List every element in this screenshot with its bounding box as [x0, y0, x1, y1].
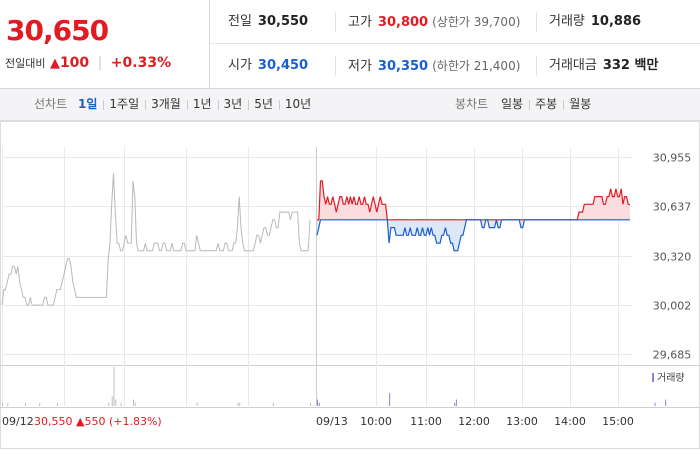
tab-1d[interactable]: 1일 [78, 97, 98, 111]
quote-header: 30,650 전일대비 ▲100 | +0.33% 전일 30,550 고가 30,… [0, 0, 700, 89]
stat-value: 332 백만 [602, 58, 659, 73]
volume-bars: 거래량 [2, 367, 685, 407]
candle-chart-tabs: 일봉 주봉 월봉 [495, 89, 597, 120]
change-row: 전일대비 ▲100 | +0.33% [5, 55, 171, 71]
change-label: 전일대비 [5, 57, 46, 70]
prev-day-info: 30,550 ▲550 (+1.83%) [34, 415, 162, 428]
stat-label: 고가 [348, 15, 372, 30]
stat-sub: (하한가 21,400) [432, 59, 521, 73]
stat-row: 전일 30,550 고가 30,800 (상한가 39,700) 거래량 10,886 [210, 0, 700, 44]
volume-bar [454, 402, 456, 407]
chart-grid [0, 121, 700, 449]
volume-bar [654, 402, 656, 407]
stat-volume: 거래량 10,886 [536, 12, 641, 32]
prev-day-line [1, 173, 311, 306]
price-box: 30,650 전일대비 ▲100 | +0.33% [0, 0, 210, 88]
stat-value: 30,450 [257, 58, 309, 73]
divider: | [97, 55, 103, 71]
chart-lines [1, 173, 630, 306]
quote-stats: 전일 30,550 고가 30,800 (상한가 39,700) 거래량 10,886 … [210, 0, 700, 88]
volume-bar [115, 399, 117, 406]
x-tick-label: 11:00 [410, 415, 442, 428]
x-tick-label: 14:00 [554, 415, 586, 428]
volume-bar [133, 399, 134, 406]
volume-bar [665, 399, 667, 406]
volume-legend-label: 거래량 [657, 372, 685, 384]
x-tick-label: 09/12 [2, 415, 34, 428]
candle-chart-label: 봉차트 [455, 97, 489, 111]
line-chart-tabs: 1일 1주일 3개월 1년 3년 5년 10년 [72, 89, 317, 120]
stat-prev-close: 전일 30,550 [228, 0, 308, 44]
volume-bar [318, 402, 320, 407]
stat-open: 시가 30,450 [228, 44, 308, 88]
volume-bar [120, 402, 122, 407]
volume-bar [113, 367, 115, 406]
line-chart-label: 선차트 [34, 97, 68, 111]
up-triangle-icon: ▲ [49, 56, 60, 71]
volume-legend-swatch [652, 373, 654, 382]
y-tick-label: 30,637 [653, 201, 692, 214]
volume-bar [108, 402, 110, 407]
change-amount: 100 [59, 55, 90, 71]
volume-bar [7, 402, 9, 407]
y-tick-label: 30,955 [653, 152, 692, 165]
stat-sub: (상한가 39,700) [432, 15, 521, 29]
x-tick-label: 13:00 [506, 415, 538, 428]
tab-5y[interactable]: 5년 [248, 89, 279, 120]
volume-bar [25, 402, 26, 407]
stat-label: 시가 [228, 58, 252, 73]
tab-monthly-candle[interactable]: 월봉 [563, 89, 597, 120]
tab-1w[interactable]: 1주일 [103, 89, 145, 120]
price-chart: 30,955 30,637 30,320 30,002 29,685 거래량 09/12… [0, 121, 700, 449]
change-percent: +0.33% [110, 55, 172, 71]
stat-value: 30,350 [377, 59, 429, 74]
stat-high: 고가 30,800 (상한가 39,700) [335, 12, 520, 32]
stat-turnover: 거래대금 332 백만 [536, 56, 658, 76]
current-price: 30,650 [6, 14, 109, 47]
tab-1y[interactable]: 1년 [186, 89, 218, 120]
x-tick-label: 15:00 [602, 415, 634, 428]
volume-bar [317, 399, 318, 406]
volume-bar [196, 402, 198, 407]
stat-row: 시가 30,450 저가 30,350 (하한가 21,400) 거래대금 332 백만 [210, 44, 700, 88]
tab-3m[interactable]: 3개월 [145, 89, 187, 120]
tab-daily-candle[interactable]: 일봉 [501, 97, 524, 111]
stat-label: 거래량 [549, 14, 585, 29]
volume-bar [310, 402, 311, 407]
stat-value: 30,800 [377, 15, 429, 30]
volume-bar [2, 402, 3, 407]
tab-10y[interactable]: 10년 [278, 89, 317, 120]
volume-bar [39, 402, 41, 407]
stat-label: 거래대금 [549, 58, 597, 73]
y-axis-labels: 30,955 30,637 30,320 30,002 29,685 [653, 152, 692, 362]
chart-period-tabs: 선차트 1일 1주일 3개월 1년 3년 5년 10년 봉차트 일봉 주봉 월봉 [0, 89, 700, 121]
stat-low: 저가 30,350 (하한가 21,400) [335, 56, 520, 76]
y-tick-label: 29,685 [653, 349, 692, 362]
today-down-line [316, 219, 630, 252]
volume-bar [111, 396, 113, 407]
volume-bar [56, 402, 58, 407]
volume-bar [134, 402, 136, 407]
tab-weekly-candle[interactable]: 주봉 [529, 89, 563, 120]
tab-3y[interactable]: 3년 [217, 89, 249, 120]
volume-bar [389, 393, 391, 406]
down-area-fill [317, 219, 630, 251]
x-axis-labels: 09/12 30,550 ▲550 (+1.83%) 09/13 10:00 11:00… [2, 415, 634, 428]
volume-bar [237, 402, 239, 407]
chart-frame [0, 121, 700, 449]
y-tick-label: 30,320 [653, 251, 692, 264]
x-tick-label: 12:00 [458, 415, 490, 428]
volume-bar [455, 399, 457, 406]
stat-value: 10,886 [590, 14, 642, 29]
volume-bar [239, 402, 241, 407]
stat-label: 전일 [228, 14, 252, 29]
chart-fills [317, 181, 630, 251]
volume-bar [272, 402, 274, 407]
stat-label: 저가 [348, 59, 372, 74]
x-tick-label: 09/13 [316, 415, 348, 428]
y-tick-label: 30,002 [653, 300, 692, 313]
x-tick-label: 10:00 [360, 415, 392, 428]
stat-value: 30,550 [257, 14, 309, 29]
